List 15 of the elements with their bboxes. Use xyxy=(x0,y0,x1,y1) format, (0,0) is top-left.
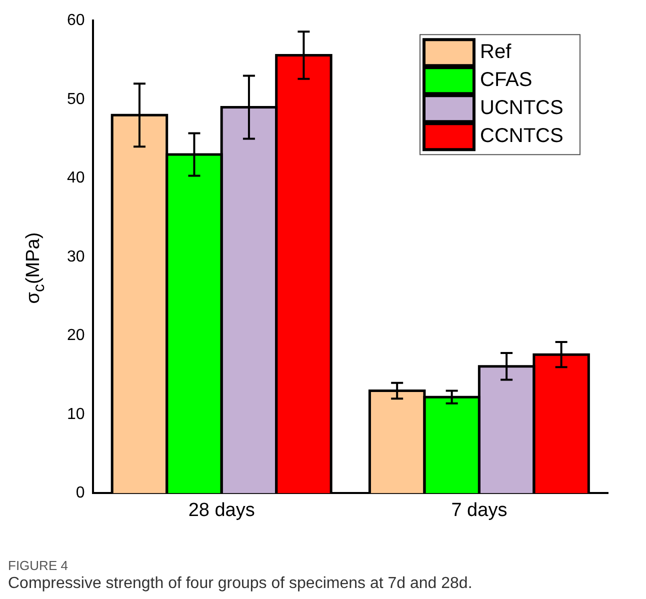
caption: FIGURE 4 xyxy=(8,558,69,573)
legend-label: Ref xyxy=(480,41,512,64)
legend-label: UCNTCS xyxy=(480,97,564,120)
y-tick-label: 40 xyxy=(67,170,85,187)
y-tick-label: 0 xyxy=(76,484,85,502)
legend-label: CFAS xyxy=(480,69,532,92)
y-tick-label: 60 xyxy=(67,12,85,30)
y-tick-label: 30 xyxy=(67,248,85,266)
x-tick-label: 7 days xyxy=(451,500,508,521)
y-tick-label: 50 xyxy=(67,90,85,108)
y-tick-label: 20 xyxy=(67,327,85,344)
x-tick-label: 28 days xyxy=(188,500,255,521)
y-tick-label: 10 xyxy=(67,406,85,423)
legend-label: CCNTCS xyxy=(480,125,564,148)
text: Compressive strength of four groups of specimens at 7d and 28d. xyxy=(8,575,474,593)
